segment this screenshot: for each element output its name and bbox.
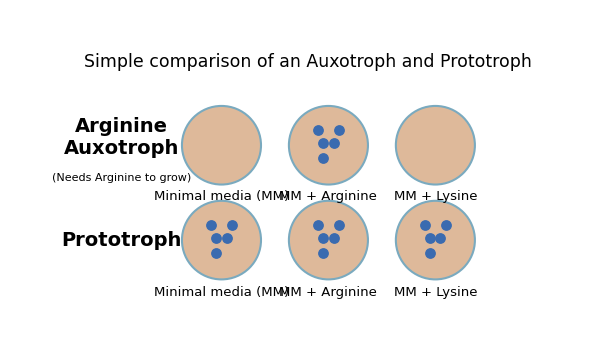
Text: (Needs Arginine to grow): (Needs Arginine to grow) — [52, 173, 191, 183]
Ellipse shape — [396, 201, 475, 279]
Text: MM + Arginine: MM + Arginine — [280, 287, 377, 300]
Ellipse shape — [182, 106, 261, 184]
Text: MM + Arginine: MM + Arginine — [280, 190, 377, 203]
Text: Simple comparison of an Auxotroph and Prototroph: Simple comparison of an Auxotroph and Pr… — [83, 53, 532, 71]
Text: Minimal media (MM): Minimal media (MM) — [154, 190, 289, 203]
Ellipse shape — [289, 201, 368, 279]
Ellipse shape — [289, 106, 368, 184]
Ellipse shape — [396, 106, 475, 184]
Text: MM + Lysine: MM + Lysine — [394, 190, 477, 203]
Text: Prototroph: Prototroph — [61, 231, 182, 250]
Text: Minimal media (MM): Minimal media (MM) — [154, 287, 289, 300]
Text: Arginine
Auxotroph: Arginine Auxotroph — [64, 117, 179, 158]
Text: MM + Lysine: MM + Lysine — [394, 287, 477, 300]
Ellipse shape — [182, 201, 261, 279]
